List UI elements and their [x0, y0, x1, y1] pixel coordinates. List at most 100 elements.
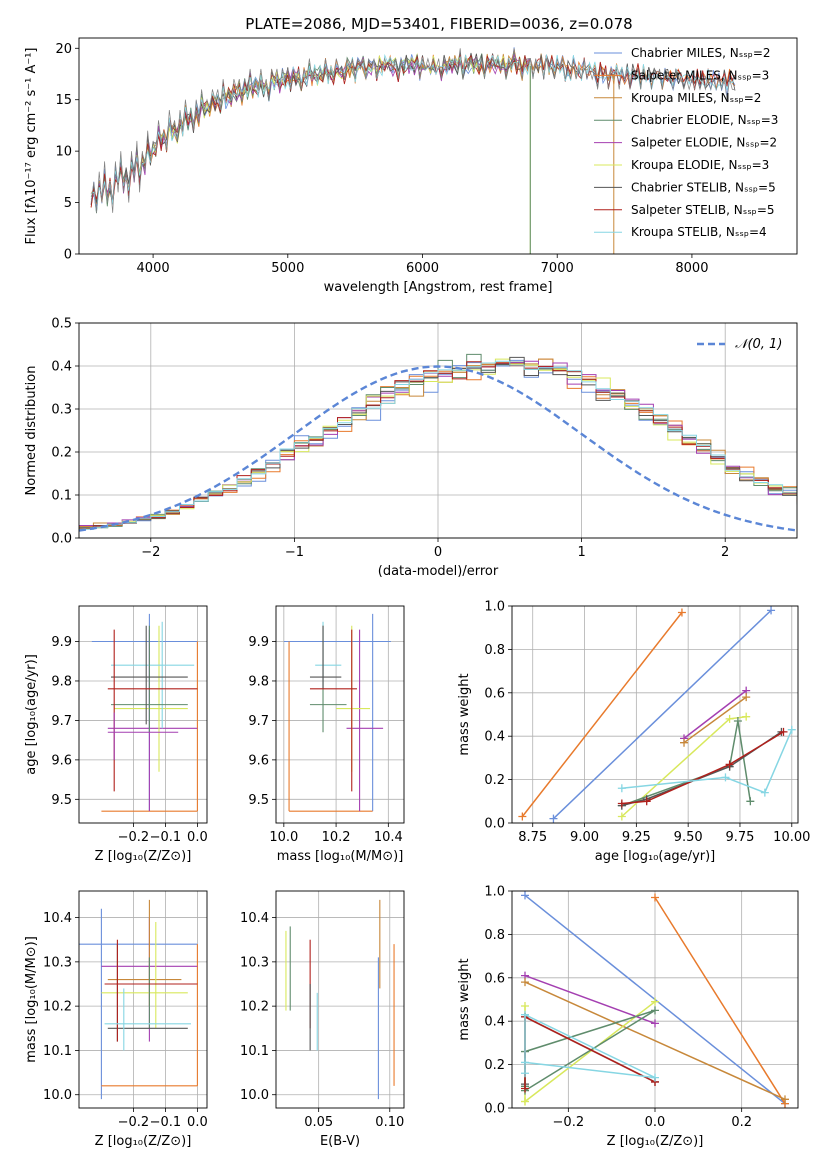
y-axis-label: mass [log₁₀(M/M⊙)] [24, 936, 39, 1063]
y-tick-label: 0.3 [51, 403, 72, 418]
y-tick-label: 10.3 [43, 955, 72, 970]
y-tick-label: 9.9 [248, 635, 269, 650]
y-tick-label: 10.4 [240, 911, 269, 926]
y-tick-label: 10.3 [240, 955, 269, 970]
weight-marker [521, 891, 529, 900]
y-axis-label: age [log₁₀(age/yr)] [24, 654, 39, 775]
y-tick-label: 10.1 [43, 1044, 72, 1059]
legend-entry: Salpeter STELIB, Nₛₛₚ=5 [631, 203, 775, 217]
histogram-step [79, 359, 797, 530]
weight-marker [521, 978, 529, 987]
y-tick-label: 0.0 [484, 817, 505, 832]
weight-line [683, 690, 747, 739]
x-tick-label: 10.2 [322, 830, 351, 845]
grid [79, 606, 207, 823]
grid [79, 891, 207, 1108]
x-tick-label: 9.25 [622, 830, 651, 845]
x-tick-label: 10.00 [773, 830, 810, 845]
chart-weight-vs-z: −0.2 0.0 0.2 0.0 0.2 0.4 0.6 0.8 1.0 Z [log₁₀(Z/Z… [457, 885, 799, 1149]
grid [512, 605, 798, 824]
ticks: −0.2 0.0 0.2 0.0 0.2 0.4 0.6 0.8 1.0 [484, 885, 752, 1131]
x-tick-label: −0.1 [150, 1115, 182, 1130]
plot-area [90, 47, 736, 254]
y-tick-label: 0.8 [484, 643, 505, 658]
x-axis-label: mass [log₁₀(M/M⊙)] [277, 849, 404, 864]
histogram-step [79, 360, 797, 530]
y-tick-label: 9.6 [51, 753, 72, 768]
x-axis-label: Z [log₁₀(Z/Z⊙)] [95, 1134, 192, 1149]
chart-spectrum: 4000 5000 6000 7000 8000 0 5 10 15 20 wavelength [… [24, 37, 798, 295]
ticks: 10.0 10.2 10.4 9.5 9.6 9.7 9.8 9.9 [248, 635, 402, 845]
weight-line [524, 1013, 656, 1079]
x-tick-label: 0.0 [645, 1115, 666, 1130]
weight-marker [733, 717, 742, 726]
x-axis-label: age [log₁₀(age/yr)] [595, 849, 716, 864]
weight-marker [617, 799, 626, 808]
x-tick-label: 9.50 [674, 830, 703, 845]
weight-marker [521, 1002, 529, 1011]
y-tick-label: 0.6 [484, 971, 505, 986]
weight-marker [781, 1095, 789, 1104]
weight-marker [742, 712, 751, 721]
legend-entry: Kroupa ELODIE, Nₛₛₚ=3 [631, 158, 769, 172]
plot-area [79, 353, 797, 532]
y-tick-label: 10 [55, 145, 72, 160]
axes-frame [511, 890, 799, 1109]
axes-frame [78, 890, 208, 1109]
weight-marker [651, 893, 659, 902]
plot-area [283, 613, 391, 812]
y-tick-label: 0.0 [484, 1102, 505, 1117]
x-tick-label: 6000 [406, 261, 439, 276]
y-tick-label: 0.0 [51, 532, 72, 547]
y-axis-label: mass weight [457, 958, 472, 1040]
y-tick-label: 0.8 [484, 928, 505, 943]
y-tick-label: 0.4 [484, 730, 505, 745]
x-tick-label: 4000 [137, 261, 170, 276]
x-tick-label: −1 [285, 545, 304, 560]
y-tick-label: 9.8 [248, 674, 269, 689]
axes-frame [511, 605, 799, 824]
weight-marker [746, 797, 755, 806]
weight-marker [725, 760, 734, 769]
y-tick-label: 1.0 [484, 885, 505, 900]
x-tick-label: 0 [434, 545, 442, 560]
legend-entry: Kroupa MILES, Nₛₛₚ=2 [631, 91, 761, 105]
y-tick-label: 0 [64, 248, 72, 263]
weight-line [621, 731, 784, 805]
y-tick-label: 9.7 [248, 714, 269, 729]
weight-line [524, 981, 786, 1100]
y-tick-label: 0.4 [51, 360, 72, 375]
legend-entry: Kroupa STELIB, Nₛₛₚ=4 [631, 225, 767, 239]
weight-marker [518, 812, 527, 821]
x-axis-label: (data-model)/error [378, 564, 499, 579]
y-tick-label: 20 [55, 42, 72, 57]
y-tick-label: 10.0 [43, 1088, 72, 1103]
x-tick-label: 10.0 [269, 830, 298, 845]
x-tick-label: 0.2 [731, 1115, 752, 1130]
weight-line [524, 974, 656, 1025]
legend-entry: Salpeter ELODIE, Nₛₛₚ=2 [631, 136, 777, 150]
x-tick-label: −2 [141, 545, 160, 560]
y-tick-label: 9.7 [51, 714, 72, 729]
x-tick-label: −0.2 [118, 1115, 150, 1130]
weight-marker [767, 606, 776, 615]
y-tick-label: 0.1 [51, 489, 72, 504]
y-axis-label: Flux [fλ10⁻¹⁷ erg cm⁻² s⁻¹ A⁻¹] [24, 48, 39, 245]
ticks: 4000 5000 6000 7000 8000 0 5 10 15 20 [55, 42, 708, 276]
legend-entry: Chabrier MILES, Nₛₛₚ=2 [631, 46, 771, 60]
weight-marker [760, 788, 769, 797]
axes-frame [275, 605, 405, 824]
x-axis-label: E(B-V) [320, 1134, 360, 1149]
weight-marker [642, 797, 651, 806]
data-spectrum-line [90, 48, 735, 213]
axes-frame [78, 322, 798, 539]
weight-marker [521, 1084, 529, 1093]
y-tick-label: 5 [64, 196, 72, 211]
y-tick-label: 10.4 [43, 911, 72, 926]
x-tick-label: 0.05 [304, 1115, 333, 1130]
y-tick-label: 9.6 [248, 753, 269, 768]
x-axis-label: wavelength [Angstrom, rest frame] [324, 280, 553, 295]
x-tick-label: −0.1 [150, 830, 182, 845]
weight-marker [651, 1006, 659, 1015]
x-tick-label: 9.00 [570, 830, 599, 845]
